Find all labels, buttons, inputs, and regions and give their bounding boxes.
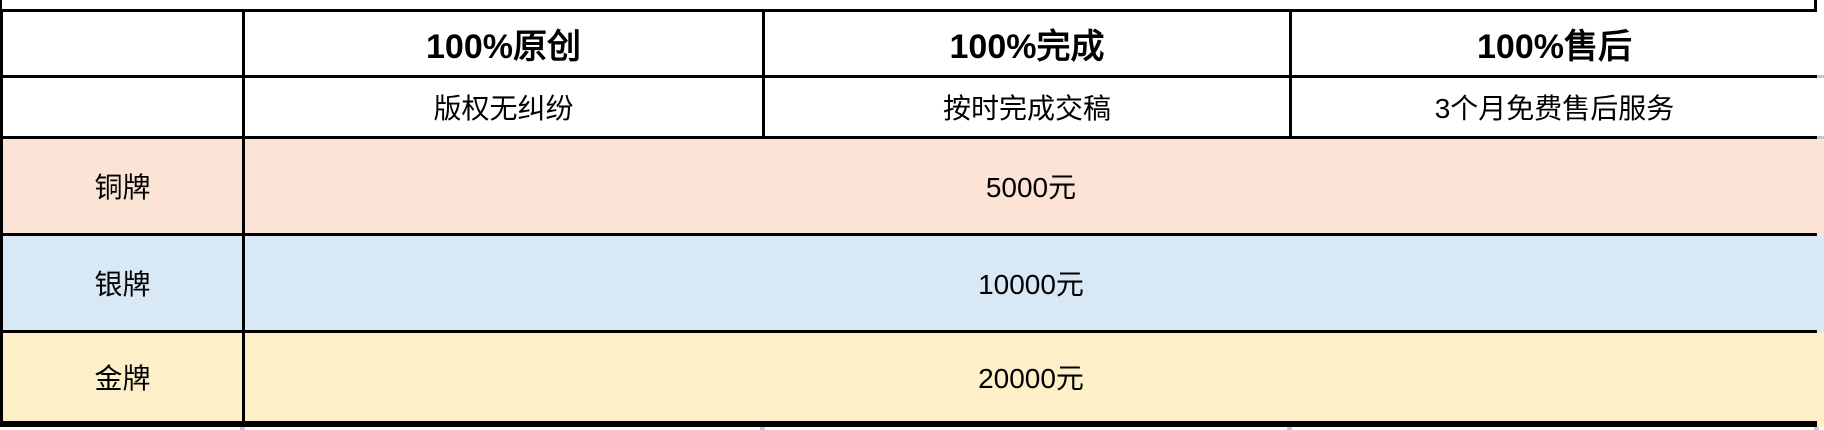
header-cell-original: 100%原创 xyxy=(242,9,765,78)
tier-price-bronze: 5000元 xyxy=(242,136,1820,236)
header-cell-complete: 100%完成 xyxy=(762,9,1292,78)
subtitle-cell-original: 版权无纠纷 xyxy=(242,75,765,139)
subtitle-cell-complete: 按时完成交稿 xyxy=(762,75,1292,139)
tier-price-gold: 20000元 xyxy=(242,330,1820,427)
tier-row-bronze: 铜牌 5000元 xyxy=(0,136,1820,236)
cropped-next-column-sliver xyxy=(1817,9,1824,427)
pricing-table: 100%原创 100%完成 100%售后 版权无纠纷 按时完成交稿 3个月免费售… xyxy=(0,9,1820,427)
cropped-left-border xyxy=(0,0,2,427)
right-border-top-stub xyxy=(1814,0,1817,12)
tier-row-gold: 金牌 20000元 xyxy=(0,330,1820,427)
cropped-next-row-gridline-ticks xyxy=(0,427,1824,430)
subtitle-cell-aftersale: 3个月免费售后服务 xyxy=(1289,75,1820,139)
tier-subtitle-cell-empty xyxy=(0,75,245,139)
tier-price-silver: 10000元 xyxy=(242,233,1820,333)
tier-row-silver: 银牌 10000元 xyxy=(0,233,1820,333)
guarantee-subtitle-row: 版权无纠纷 按时完成交稿 3个月免费售后服务 xyxy=(0,75,1820,139)
tier-name-gold: 金牌 xyxy=(0,330,245,427)
header-cell-aftersale: 100%售后 xyxy=(1289,9,1820,78)
tier-header-cell-empty xyxy=(0,9,245,78)
guarantee-header-row: 100%原创 100%完成 100%售后 xyxy=(0,9,1820,78)
tier-name-silver: 银牌 xyxy=(0,233,245,333)
tier-name-bronze: 铜牌 xyxy=(0,136,245,236)
